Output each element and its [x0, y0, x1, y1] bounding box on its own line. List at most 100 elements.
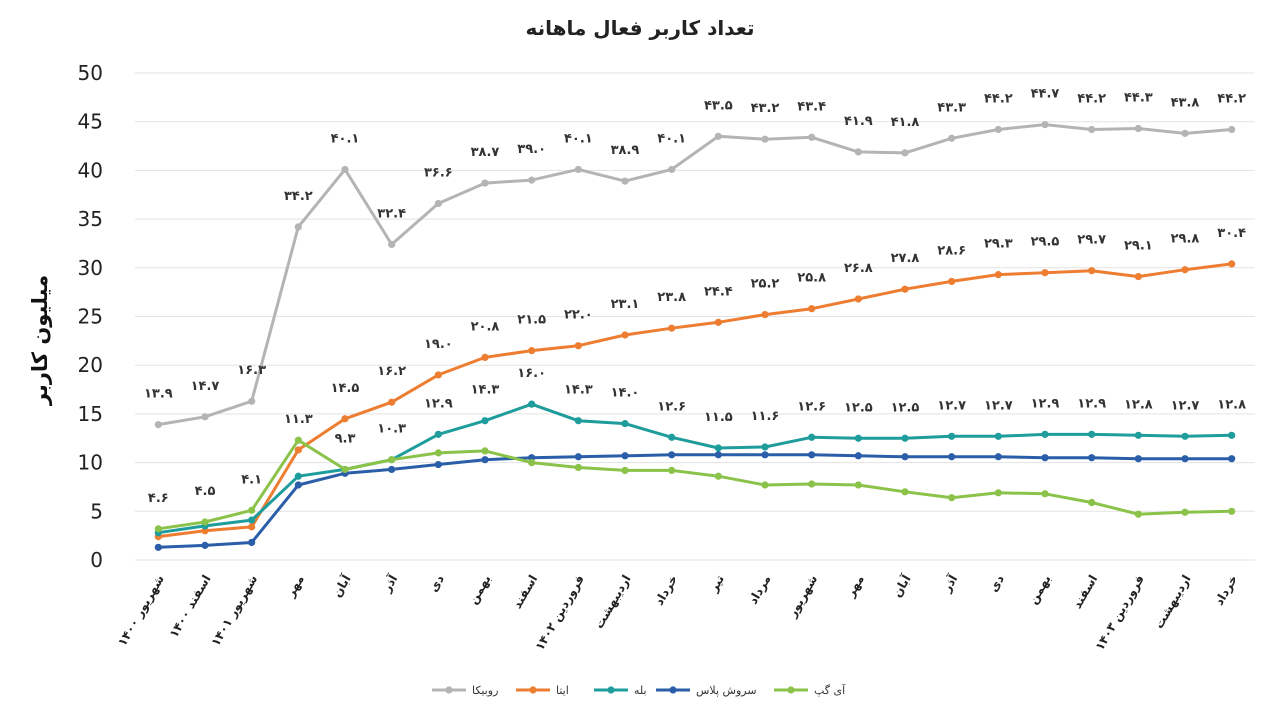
data-point [481, 179, 489, 187]
data-point [1228, 260, 1236, 268]
data-point [1181, 455, 1189, 463]
data-label: ۱۲.۶ [797, 399, 826, 414]
data-point [668, 433, 676, 441]
data-point [1088, 267, 1096, 275]
data-label: ۴۳.۵ [704, 98, 733, 113]
legend-marker [669, 686, 677, 694]
y-tick-label: 30 [78, 256, 103, 280]
data-point [201, 541, 209, 549]
data-label: ۲۶.۸ [844, 261, 873, 276]
legend-label: آی گپ [814, 683, 846, 697]
data-label: ۴.۵ [195, 484, 216, 499]
x-tick-label: مهر [283, 573, 307, 601]
legend-marker [787, 686, 795, 694]
data-label: ۴۱.۹ [844, 114, 873, 129]
data-label: ۴۰.۱ [331, 131, 360, 146]
x-tick-label: تیر [706, 573, 727, 595]
x-tick-label: دی [426, 573, 447, 595]
data-point [668, 451, 676, 459]
data-label: ۴۴.۷ [1031, 87, 1060, 102]
data-label: ۱۴.۳ [471, 383, 500, 398]
data-point [434, 430, 442, 438]
data-label: ۲۵.۲ [751, 277, 780, 292]
data-point [481, 353, 489, 362]
data-point [528, 459, 536, 467]
y-tick-label: 40 [78, 158, 103, 182]
data-point [854, 452, 862, 460]
data-label: ۱۱.۳ [284, 412, 313, 427]
data-point [994, 489, 1002, 497]
x-tick-label: آذر [938, 571, 961, 595]
data-point [901, 488, 909, 496]
x-tick-label: خرداد [1212, 573, 1240, 608]
x-tick-label: اسفند ۱۴۰۰ [167, 573, 214, 641]
data-label: ۲۹.۵ [1031, 235, 1060, 250]
data-label: ۱۲.۵ [891, 400, 920, 415]
data-label: ۴۰.۱ [657, 131, 686, 146]
data-point [1134, 455, 1142, 463]
data-point [481, 417, 489, 425]
data-point [761, 451, 769, 459]
data-point [948, 453, 956, 461]
data-label: ۲۴.۴ [704, 284, 733, 299]
data-point [574, 342, 582, 350]
data-label: ۴۴.۲ [1217, 91, 1246, 106]
data-label: ۱۲.۸ [1217, 397, 1246, 412]
data-point [948, 494, 956, 502]
x-tick-label: آبان [889, 571, 914, 600]
data-label: ۲۸.۶ [937, 243, 966, 258]
data-point [481, 456, 489, 464]
data-point [1134, 124, 1142, 133]
x-tick-label: شهریور ۱۴۰۱ [208, 573, 261, 649]
data-point [388, 398, 396, 406]
data-point [294, 223, 302, 231]
data-point [248, 516, 256, 524]
data-label: ۳۶.۶ [424, 166, 453, 181]
data-label: ۱۰.۳ [377, 422, 406, 437]
data-point [1088, 430, 1096, 438]
data-point [1088, 498, 1096, 507]
data-label: ۴۴.۲ [984, 91, 1013, 106]
data-point [808, 433, 816, 441]
data-label: ۲۰.۸ [471, 319, 500, 334]
data-point [808, 480, 816, 488]
x-tick-label: شهریور ۱۴۰۰ [115, 573, 168, 649]
data-point [761, 310, 769, 319]
data-label: ۴۰.۱ [564, 131, 593, 146]
legend-label: روبیکا [472, 684, 498, 697]
series-line-1 [158, 123, 1232, 427]
data-point [901, 285, 909, 293]
data-point [714, 444, 722, 452]
data-point [248, 397, 256, 405]
data-point [668, 466, 676, 474]
data-label: ۳۰.۴ [1217, 226, 1246, 241]
data-label: ۱۲.۹ [1077, 396, 1106, 411]
data-point [621, 177, 629, 185]
data-point [714, 451, 722, 459]
data-label: ۱۶.۰ [517, 366, 546, 381]
data-point [948, 134, 956, 142]
x-tick-label: اردیبهشت [592, 573, 634, 631]
data-label: ۲۷.۸ [891, 251, 920, 266]
data-point [1041, 454, 1049, 462]
data-point [1228, 507, 1236, 515]
data-point [761, 443, 769, 451]
data-point [154, 525, 162, 533]
series-line-3 [158, 402, 1232, 535]
x-tick-label: بهمن [466, 573, 494, 607]
data-point [434, 371, 442, 379]
y-tick-label: 20 [78, 353, 103, 377]
data-label: ۱۴.۳ [564, 383, 593, 398]
data-label: ۴۳.۴ [797, 99, 826, 114]
data-label: ۴۴.۲ [1077, 91, 1106, 106]
data-point [761, 481, 769, 489]
data-point [854, 434, 862, 442]
data-point [1134, 272, 1142, 281]
data-point [901, 453, 909, 461]
data-label: ۳۸.۹ [611, 143, 640, 158]
data-point [621, 331, 629, 339]
data-point [434, 199, 442, 208]
data-point [294, 446, 302, 454]
data-point [1088, 454, 1096, 462]
